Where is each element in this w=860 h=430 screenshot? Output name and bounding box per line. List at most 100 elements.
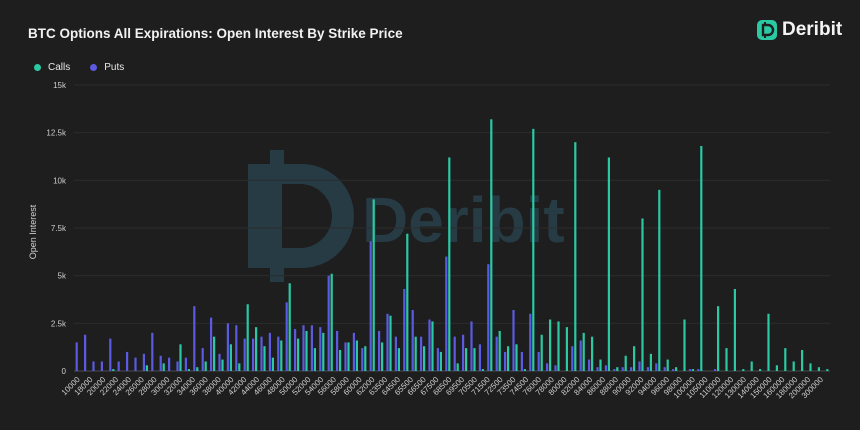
puts-bar[interactable] (470, 321, 473, 371)
calls-bar[interactable] (515, 344, 518, 371)
puts-bar[interactable] (504, 351, 507, 371)
puts-bar[interactable] (310, 325, 313, 371)
puts-bar[interactable] (243, 338, 246, 371)
puts-bar[interactable] (176, 361, 179, 371)
calls-bar[interactable] (633, 346, 636, 371)
calls-bar[interactable] (498, 330, 501, 371)
puts-bar[interactable] (260, 336, 263, 371)
puts-bar[interactable] (588, 359, 591, 371)
calls-bar[interactable] (313, 348, 316, 371)
calls-bar[interactable] (742, 369, 745, 371)
calls-bar[interactable] (809, 363, 812, 371)
puts-bar[interactable] (226, 323, 229, 371)
puts-bar[interactable] (436, 348, 439, 371)
puts-bar[interactable] (512, 309, 515, 371)
calls-bar[interactable] (389, 315, 392, 371)
calls-bar[interactable] (213, 336, 216, 371)
puts-bar[interactable] (117, 361, 120, 371)
calls-bar[interactable] (473, 348, 476, 371)
puts-bar[interactable] (495, 336, 498, 371)
calls-bar[interactable] (700, 146, 703, 371)
puts-bar[interactable] (487, 264, 490, 371)
calls-bar[interactable] (565, 327, 568, 371)
puts-bar[interactable] (84, 334, 87, 371)
calls-bar[interactable] (355, 340, 358, 371)
puts-bar[interactable] (75, 342, 78, 371)
calls-bar[interactable] (339, 350, 342, 371)
calls-bar[interactable] (305, 330, 308, 371)
calls-bar[interactable] (817, 367, 820, 371)
puts-bar[interactable] (697, 369, 700, 371)
puts-bar[interactable] (478, 344, 481, 371)
puts-bar[interactable] (613, 369, 616, 371)
calls-bar[interactable] (759, 369, 762, 371)
puts-bar[interactable] (579, 340, 582, 371)
puts-bar[interactable] (604, 365, 607, 371)
calls-bar[interactable] (750, 361, 753, 371)
calls-bar[interactable] (162, 363, 165, 371)
puts-bar[interactable] (151, 332, 154, 371)
calls-bar[interactable] (532, 128, 535, 371)
puts-bar[interactable] (92, 361, 95, 371)
puts-bar[interactable] (621, 367, 624, 371)
calls-bar[interactable] (784, 348, 787, 371)
legend-item-calls[interactable]: Calls (34, 62, 70, 73)
puts-bar[interactable] (462, 334, 465, 371)
calls-bar[interactable] (271, 357, 274, 371)
calls-bar[interactable] (658, 189, 661, 371)
puts-bar[interactable] (571, 346, 574, 371)
calls-bar[interactable] (196, 367, 199, 371)
puts-bar[interactable] (142, 353, 145, 371)
calls-bar[interactable] (112, 369, 115, 371)
puts-bar[interactable] (714, 369, 717, 371)
calls-bar[interactable] (238, 363, 241, 371)
puts-bar[interactable] (520, 351, 523, 371)
calls-bar[interactable] (490, 119, 493, 371)
puts-bar[interactable] (630, 367, 633, 371)
puts-bar[interactable] (554, 365, 557, 371)
calls-bar[interactable] (439, 351, 442, 371)
calls-bar[interactable] (456, 363, 459, 371)
puts-bar[interactable] (378, 330, 381, 371)
puts-bar[interactable] (336, 330, 339, 371)
calls-bar[interactable] (297, 338, 300, 371)
puts-bar[interactable] (134, 357, 137, 371)
calls-bar[interactable] (263, 346, 266, 371)
calls-bar[interactable] (187, 369, 190, 371)
calls-bar[interactable] (221, 359, 224, 371)
puts-bar[interactable] (403, 289, 406, 371)
calls-bar[interactable] (330, 273, 333, 371)
calls-bar[interactable] (381, 342, 384, 371)
calls-bar[interactable] (624, 355, 627, 371)
calls-bar[interactable] (347, 342, 350, 371)
calls-bar[interactable] (691, 369, 694, 371)
puts-bar[interactable] (688, 369, 691, 371)
puts-bar[interactable] (126, 351, 129, 371)
legend-item-puts[interactable]: Puts (90, 62, 124, 73)
calls-bar[interactable] (507, 346, 510, 371)
puts-bar[interactable] (252, 338, 255, 371)
puts-bar[interactable] (159, 355, 162, 371)
calls-bar[interactable] (406, 233, 409, 371)
calls-bar[interactable] (683, 319, 686, 371)
calls-bar[interactable] (414, 336, 417, 371)
calls-bar[interactable] (616, 367, 619, 371)
calls-bar[interactable] (599, 359, 602, 371)
calls-bar[interactable] (641, 218, 644, 371)
puts-bar[interactable] (663, 367, 666, 371)
calls-bar[interactable] (204, 361, 207, 371)
puts-bar[interactable] (596, 367, 599, 371)
puts-bar[interactable] (411, 309, 414, 371)
puts-bar[interactable] (638, 361, 641, 371)
calls-bar[interactable] (448, 157, 451, 371)
calls-bar[interactable] (423, 346, 426, 371)
calls-bar[interactable] (733, 289, 736, 371)
puts-bar[interactable] (218, 353, 221, 371)
puts-bar[interactable] (327, 275, 330, 371)
calls-bar[interactable] (372, 199, 375, 371)
puts-bar[interactable] (235, 325, 238, 371)
calls-bar[interactable] (775, 365, 778, 371)
calls-bar[interactable] (481, 369, 484, 371)
puts-bar[interactable] (100, 361, 103, 371)
puts-bar[interactable] (646, 367, 649, 371)
